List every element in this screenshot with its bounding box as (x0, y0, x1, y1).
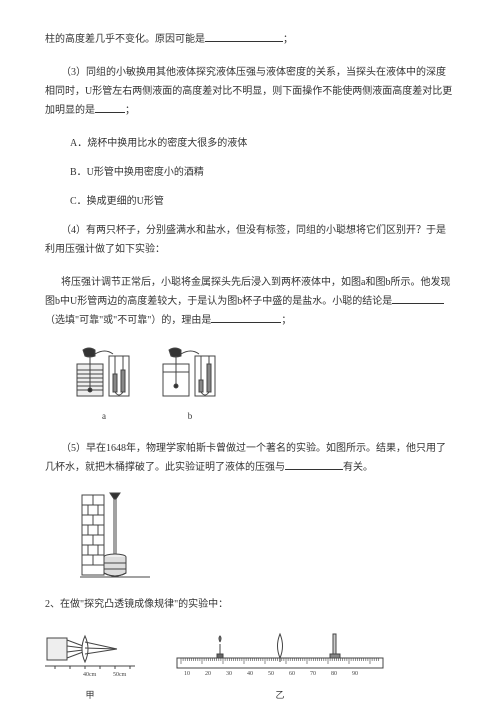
svg-text:70: 70 (310, 671, 316, 677)
para-2: （3）同组的小敏换用其他液体探究液体压强与液体密度的关系，当探头在液体中的深度相… (45, 63, 455, 120)
figure-yi-wrap: 10 20 30 40 50 60 70 80 90 乙 (175, 628, 385, 704)
option-a: A．烧杯中换用比水的密度大很多的液体 (70, 134, 455, 153)
blank-2 (95, 103, 125, 113)
option-c: C．换成更细的U形管 (70, 192, 455, 211)
blank-5 (285, 460, 343, 470)
svg-text:50cm: 50cm (113, 672, 127, 678)
blank-1 (205, 32, 283, 42)
figure-a (75, 344, 133, 406)
svg-text:20: 20 (205, 671, 211, 677)
label-b: b (161, 408, 219, 425)
svg-text:90: 90 (352, 671, 358, 677)
svg-text:40cm: 40cm (83, 672, 97, 678)
figure-b (161, 344, 219, 406)
p1-tail: ； (283, 34, 293, 45)
svg-text:80: 80 (331, 671, 337, 677)
figure-jia-wrap: 40cm 50cm 甲 (45, 628, 135, 704)
p6a: （5）早在1648年，物理学家帕斯卡曾做过一个著名的实验。如图所示。结果，他只用… (45, 443, 446, 473)
svg-text:30: 30 (226, 671, 232, 677)
p5b: （选填"可靠"或"不可靠"）的，理由是 (45, 315, 211, 326)
svg-text:40: 40 (247, 671, 253, 677)
svg-text:10: 10 (184, 671, 190, 677)
figure-a-wrap: a (75, 344, 133, 425)
figure-ab-row: a b (75, 344, 455, 425)
p5-tail: ； (281, 315, 291, 326)
blank-4 (211, 313, 281, 323)
para-4: （4）有两只杯子，分别盛满水和盐水，但没有标签，同组的小聪想将它们区别开？于是利… (45, 221, 455, 259)
blank-3 (392, 294, 444, 304)
p1-text: 柱的高度差几乎不变化。原因可能是 (45, 34, 205, 45)
q2: 2、在做"探究凸透镜成像规律"的实验中： (45, 595, 455, 614)
p2-tail: ； (125, 105, 135, 116)
option-b: B．U形管中换用密度小的酒精 (70, 163, 455, 182)
caption-yi: 乙 (175, 687, 385, 704)
svg-text:60: 60 (289, 671, 295, 677)
p5a: 将压强计调节正常后，小聪将金属探头先后浸入到两杯液体中，如图a和图b所示。他发现… (45, 277, 450, 307)
para-6: （5）早在1648年，物理学家帕斯卡曾做过一个著名的实验。如图所示。结果，他只用… (45, 439, 455, 477)
figure-b-wrap: b (161, 344, 219, 425)
para-5: 将压强计调节正常后，小聪将金属探头先后浸入到两杯液体中，如图a和图b所示。他发现… (45, 273, 455, 330)
figure-jia: 40cm 50cm (45, 628, 135, 678)
figure-yi: 10 20 30 40 50 60 70 80 90 (175, 628, 385, 678)
para-1: 柱的高度差几乎不变化。原因可能是 ； (45, 30, 455, 49)
figure-pascal (80, 491, 150, 581)
label-a: a (75, 408, 133, 425)
caption-jia: 甲 (45, 687, 135, 704)
svg-text:50: 50 (268, 671, 274, 677)
lens-figure-row: 40cm 50cm 甲 (45, 628, 455, 704)
p6-tail: 有关。 (343, 462, 373, 473)
